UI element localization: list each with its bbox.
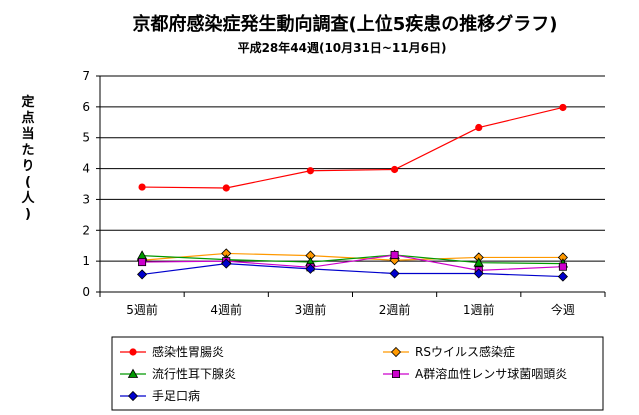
- chart-subtitle: 平成28年44週(10月31日~11月6日): [238, 40, 447, 55]
- data-point: [557, 271, 568, 282]
- y-tick-label: 3: [82, 192, 90, 206]
- data-point: [390, 165, 399, 174]
- data-point: [138, 183, 146, 191]
- series-group: [136, 103, 569, 282]
- chart-title: 京都府感染症発生動向調査(上位5疾患の推移グラフ): [133, 13, 558, 35]
- y-axis-label-char: 人: [21, 190, 35, 206]
- y-tick-label: 1: [82, 254, 90, 268]
- y-axis-label-char: 定: [20, 94, 34, 110]
- data-point: [221, 258, 232, 269]
- y-axis-label-char: (: [25, 175, 31, 190]
- axes: [96, 75, 606, 297]
- data-point: [558, 262, 567, 271]
- data-point: [473, 257, 484, 267]
- legend-item: RSウイルス感染症: [383, 344, 515, 359]
- x-tick-label: 2週前: [379, 302, 411, 317]
- legend-swatch-marker: [129, 348, 137, 356]
- legend-box: [111, 336, 604, 411]
- data-point: [222, 184, 230, 192]
- series-line: [142, 252, 563, 261]
- gridlines: [100, 75, 605, 262]
- legend-item: 感染性胃腸炎: [120, 344, 224, 359]
- x-tick-label: 3週前: [295, 302, 327, 317]
- data-point: [137, 269, 148, 280]
- legend-label: A群溶血性レンサ球菌咽頭炎: [415, 366, 567, 381]
- data-point: [473, 268, 484, 279]
- legend-swatch-marker: [127, 368, 139, 378]
- y-axis-label-char: 当: [21, 126, 34, 142]
- data-point: [389, 268, 400, 279]
- y-tick-label: 4: [82, 162, 90, 176]
- x-tick-label: 5週前: [126, 302, 158, 317]
- legend-label: 感染性胃腸炎: [152, 344, 224, 359]
- series-line: [142, 254, 563, 265]
- x-tick-label: 今週: [551, 302, 575, 317]
- y-tick-label: 5: [82, 131, 90, 145]
- y-axis-label-char: た: [21, 143, 34, 158]
- data-point: [138, 258, 147, 267]
- x-tick-labels: 5週前 4週前 3週前 2週前 1週前 今週: [126, 302, 575, 317]
- data-point: [390, 250, 399, 259]
- y-axis-label-char: ): [25, 207, 31, 222]
- y-tick-label: 0: [82, 285, 90, 299]
- legend-swatch-marker: [390, 346, 402, 358]
- y-axis-label-char: 点: [21, 110, 34, 126]
- legend-item: 流行性耳下腺炎: [120, 367, 236, 381]
- data-point: [136, 250, 148, 260]
- series-2: [136, 249, 569, 268]
- legend-swatch-marker: [127, 390, 139, 402]
- legend-label: 手足口病: [152, 388, 200, 403]
- x-tick-label: 1週前: [463, 302, 495, 317]
- series-4: [137, 258, 568, 282]
- legend-label: RSウイルス感染症: [415, 344, 515, 359]
- series-line: [142, 254, 563, 272]
- legend-item: A群溶血性レンサ球菌咽頭炎: [383, 366, 567, 381]
- series-1: [137, 248, 568, 266]
- legend-swatch-marker: [391, 369, 400, 378]
- legend-label: 流行性耳下腺炎: [152, 367, 236, 381]
- y-tick-label: 7: [82, 69, 90, 83]
- series-line: [142, 263, 563, 278]
- y-tick-labels: 0 1 2 3 4 5 6 7: [82, 69, 90, 299]
- y-tick-label: 6: [82, 100, 90, 114]
- data-point: [475, 123, 483, 132]
- series-line: [142, 106, 564, 189]
- data-point: [306, 167, 315, 175]
- y-tick-label: 2: [82, 223, 90, 237]
- data-point: [559, 103, 567, 112]
- y-axis-label-char: り: [21, 159, 34, 174]
- x-tick-label: 4週前: [210, 302, 242, 317]
- legend-item: 手足口病: [120, 388, 200, 403]
- data-point: [305, 263, 316, 274]
- series-0: [138, 103, 567, 192]
